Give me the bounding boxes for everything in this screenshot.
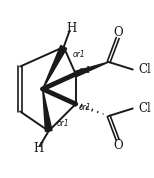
Text: Cl: Cl bbox=[138, 102, 151, 115]
Polygon shape bbox=[43, 46, 67, 89]
Text: O: O bbox=[113, 26, 123, 39]
Text: H: H bbox=[33, 142, 43, 155]
Text: or1: or1 bbox=[79, 67, 91, 75]
Polygon shape bbox=[75, 62, 109, 77]
Polygon shape bbox=[43, 89, 52, 132]
Text: H: H bbox=[67, 22, 77, 35]
Text: Cl: Cl bbox=[138, 63, 151, 76]
Text: or1: or1 bbox=[79, 103, 91, 111]
Text: or1: or1 bbox=[56, 119, 69, 128]
Text: O: O bbox=[113, 139, 123, 152]
Text: or1: or1 bbox=[73, 50, 85, 59]
